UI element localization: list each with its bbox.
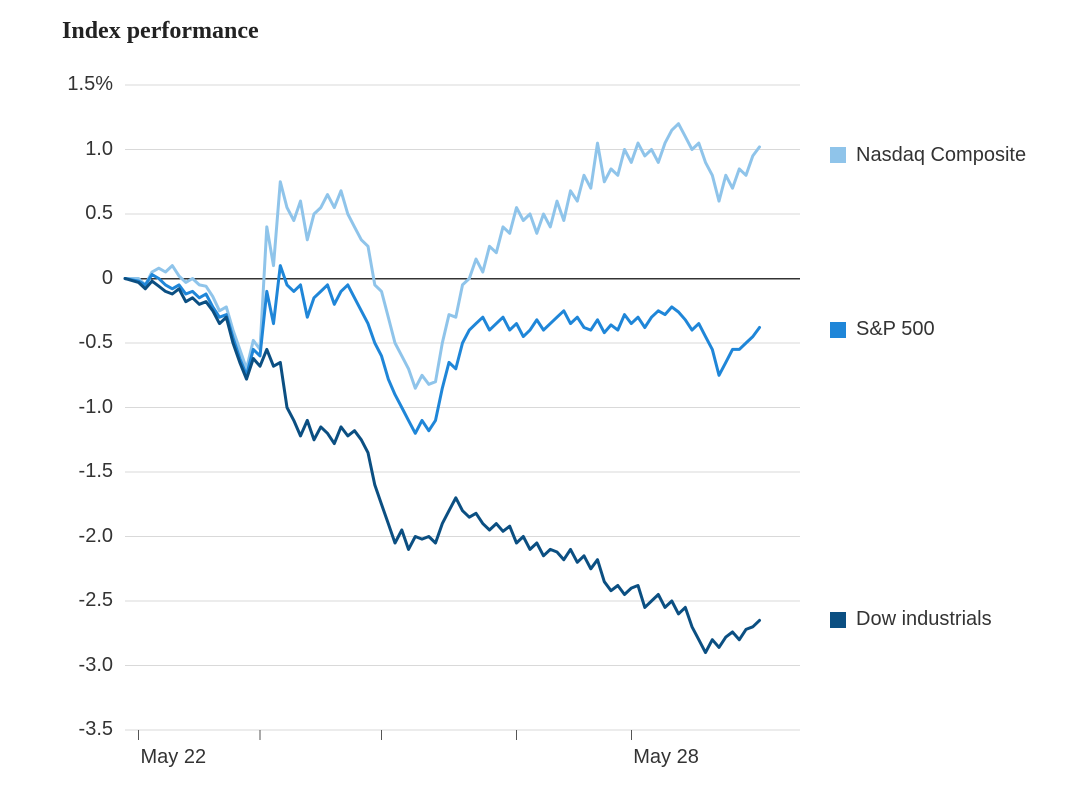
y-tick-label: -0.5 xyxy=(79,331,113,354)
y-tick-label: -1.5 xyxy=(79,460,113,483)
legend-swatch xyxy=(830,612,846,628)
y-tick-label: -3.5 xyxy=(79,718,113,741)
legend-label: Nasdaq Composite xyxy=(856,144,1026,167)
index-performance-chart: Index performance 1.5%1.00.50-0.5-1.0-1.… xyxy=(0,0,1080,810)
legend-label: S&P 500 xyxy=(856,318,935,341)
legend-item: Nasdaq Composite xyxy=(830,144,1026,167)
y-tick-label: -2.0 xyxy=(79,525,113,548)
legend-swatch xyxy=(830,147,846,163)
y-tick-label: 0 xyxy=(102,267,113,290)
legend-swatch xyxy=(830,322,846,338)
y-tick-label: 1.5% xyxy=(67,73,113,96)
y-tick-label: 1.0 xyxy=(85,138,113,161)
y-tick-label: -3.0 xyxy=(79,654,113,677)
chart-svg xyxy=(0,0,1080,810)
x-tick-label: May 22 xyxy=(141,746,207,769)
y-tick-label: -1.0 xyxy=(79,396,113,419)
y-tick-label: -2.5 xyxy=(79,589,113,612)
series-line xyxy=(125,279,760,653)
legend-item: Dow industrials xyxy=(830,608,992,631)
x-tick-label: May 28 xyxy=(633,746,699,769)
y-tick-label: 0.5 xyxy=(85,202,113,225)
series-line xyxy=(125,124,760,389)
legend-item: S&P 500 xyxy=(830,318,935,341)
legend-label: Dow industrials xyxy=(856,608,992,631)
